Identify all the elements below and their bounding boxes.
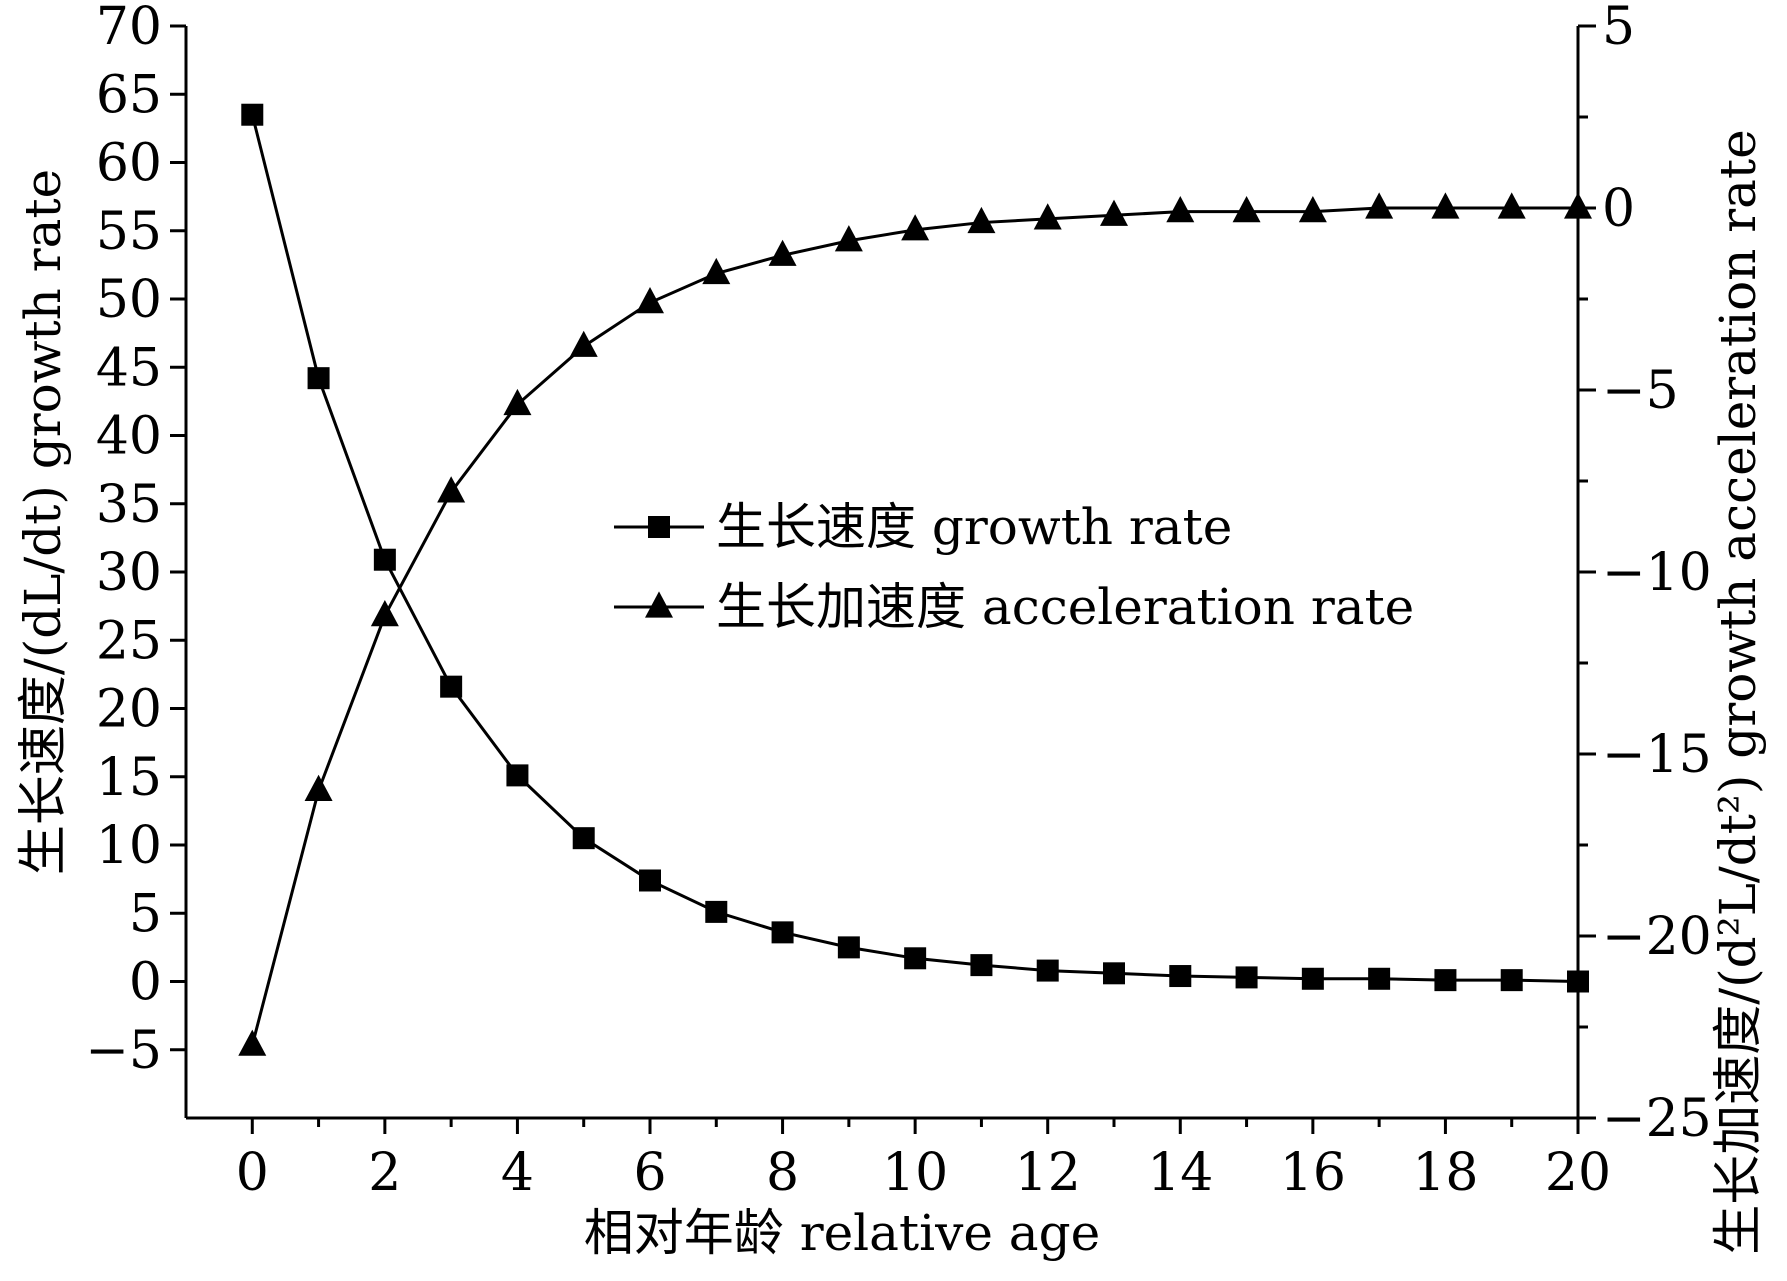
data-point-triangle (569, 330, 598, 357)
data-point-triangle (1100, 199, 1128, 226)
x-tick-label: 8 (766, 1143, 799, 1203)
data-point-square (1500, 969, 1523, 992)
data-point-triangle (1497, 192, 1526, 219)
left-y-tick-label: 25 (96, 611, 162, 671)
data-point-triangle (967, 206, 996, 234)
data-point-square (307, 367, 330, 390)
x-tick-label: 2 (368, 1143, 401, 1203)
data-point-triangle (901, 214, 930, 241)
data-point-square (1036, 959, 1059, 982)
data-point-square (1103, 962, 1125, 985)
data-point-square (1434, 969, 1457, 992)
data-point-triangle (1166, 196, 1195, 223)
data-point-triangle (834, 225, 863, 252)
data-point-triangle (304, 774, 333, 801)
data-point-triangle (1033, 203, 1062, 230)
left-y-tick-label: 35 (96, 475, 162, 535)
left-y-tick-label: 50 (96, 270, 162, 330)
data-point-triangle (636, 287, 664, 314)
left-y-tick-label: 5 (129, 884, 162, 944)
x-tick-label: 4 (501, 1143, 534, 1203)
legend-label: 生长速度 growth rate (716, 498, 1232, 556)
right-y-tick-label: −5 (1602, 361, 1679, 421)
data-point-triangle (238, 1029, 267, 1056)
data-point-triangle (702, 257, 731, 285)
data-point-square (771, 921, 794, 944)
data-point-square (241, 103, 264, 126)
left-y-tick-label: 45 (96, 338, 162, 398)
left-y-tick-label: 55 (96, 202, 162, 262)
left-y-tick-label: 30 (96, 543, 162, 603)
x-tick-label: 6 (633, 1143, 666, 1203)
right-y-axis-title: 生长加速度/(d²L/dt²) growth acceleration rate (1709, 129, 1767, 1254)
right-y-tick-label: −20 (1602, 907, 1712, 967)
data-point-square (1235, 966, 1258, 989)
data-point-triangle (437, 476, 466, 503)
left-y-tick-label: 15 (96, 748, 162, 808)
data-point-square (1368, 967, 1391, 990)
data-point-triangle (1431, 192, 1460, 219)
left-y-tick-label: 65 (96, 65, 162, 125)
legend-label: 生长加速度 acceleration rate (716, 578, 1414, 636)
data-point-square (705, 900, 728, 923)
data-point-square (506, 764, 529, 787)
left-y-axis-title: 生长速度/(dL/dt) growth rate (14, 169, 72, 875)
left-y-tick-label: 20 (96, 680, 162, 740)
left-y-axis-ticks: −5 0 5 10 15 20 25 30 35 40 45 50 55 60 65 70 (85, 0, 186, 1081)
right-y-tick-label: 0 (1602, 179, 1635, 239)
data-point-triangle (370, 600, 399, 627)
data-point-triangle (503, 388, 532, 416)
left-y-tick-label: 10 (96, 816, 162, 876)
data-point-square (440, 675, 463, 698)
x-axis-ticks: 0 2 4 6 8 10 12 14 16 18 20 (236, 1118, 1611, 1203)
x-tick-label: 10 (882, 1143, 948, 1203)
series-1 (241, 103, 1589, 993)
data-point-square (1169, 965, 1192, 988)
data-point-triangle (768, 239, 797, 266)
series-layer (238, 103, 1592, 1056)
data-point-square (1301, 967, 1324, 990)
data-point-square (1567, 970, 1589, 993)
data-point-square (639, 869, 661, 892)
left-y-tick-label: 40 (96, 407, 162, 467)
x-tick-label: 14 (1147, 1143, 1213, 1203)
right-y-tick-label: −15 (1602, 725, 1712, 785)
data-point-triangle (1298, 196, 1327, 223)
legend-marker-square (648, 516, 670, 538)
left-y-tick-label: −5 (85, 1021, 162, 1081)
left-y-tick-label: 70 (96, 0, 162, 57)
x-tick-label: 0 (236, 1143, 269, 1203)
x-tick-label: 20 (1545, 1143, 1611, 1203)
left-y-tick-label: 60 (96, 134, 162, 194)
data-point-triangle (1232, 196, 1261, 223)
right-y-axis-ticks: −25 −20 −15 −10 −5 0 5 (1578, 0, 1712, 1149)
left-y-tick-label: 0 (129, 953, 162, 1013)
x-axis-title: 相对年龄 relative age (584, 1204, 1100, 1262)
series-2 (238, 192, 1592, 1056)
data-point-square (373, 548, 396, 571)
data-point-square (572, 827, 595, 850)
x-tick-label: 18 (1412, 1143, 1478, 1203)
legend: 生长速度 growth rate 生长加速度 acceleration rate (614, 498, 1414, 636)
data-point-triangle (1564, 192, 1592, 219)
data-point-square (837, 936, 860, 959)
data-point-square (904, 947, 927, 970)
x-tick-label: 12 (1015, 1143, 1081, 1203)
data-point-square (970, 954, 993, 977)
right-y-tick-label: −25 (1602, 1089, 1712, 1149)
x-tick-label: 16 (1280, 1143, 1346, 1203)
right-y-tick-label: 5 (1602, 0, 1635, 57)
legend-marker-triangle (645, 591, 673, 618)
right-y-tick-label: −10 (1602, 543, 1712, 603)
data-point-triangle (1365, 192, 1394, 219)
